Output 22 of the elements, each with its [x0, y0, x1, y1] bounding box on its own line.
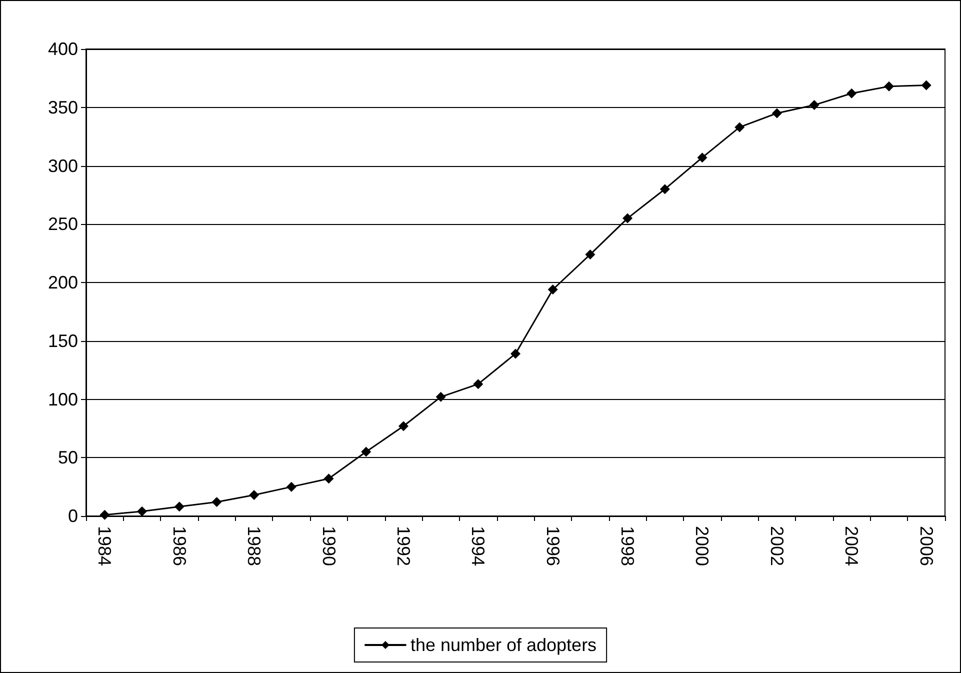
x-tick-label: 2004 — [842, 526, 862, 566]
x-tick-label: 1996 — [542, 526, 563, 566]
x-tick-label: 2000 — [692, 526, 712, 566]
x-tick-label: 1990 — [318, 526, 339, 566]
x-tick-label: 1984 — [94, 526, 115, 566]
y-tick-label: 150 — [48, 330, 78, 351]
x-tick-label: 1994 — [468, 526, 488, 566]
x-tick-label: 1986 — [169, 526, 190, 566]
y-tick-label: 50 — [58, 448, 78, 468]
y-tick-label: 350 — [48, 97, 78, 118]
x-tick-label: 2006 — [916, 526, 936, 566]
x-tick-label: 2002 — [766, 526, 787, 566]
x-tick-label: 1988 — [244, 526, 264, 566]
legend-label: the number of adopters — [410, 635, 597, 655]
y-tick-label: 300 — [48, 156, 78, 176]
y-tick-label: 100 — [48, 389, 78, 410]
x-tick-label: 1992 — [393, 526, 414, 566]
y-tick-label: 200 — [48, 272, 78, 292]
y-tick-label: 0 — [68, 506, 78, 526]
y-tick-label: 250 — [48, 214, 78, 234]
y-tick-label: 400 — [48, 39, 78, 59]
x-tick-label: 1998 — [618, 526, 638, 566]
